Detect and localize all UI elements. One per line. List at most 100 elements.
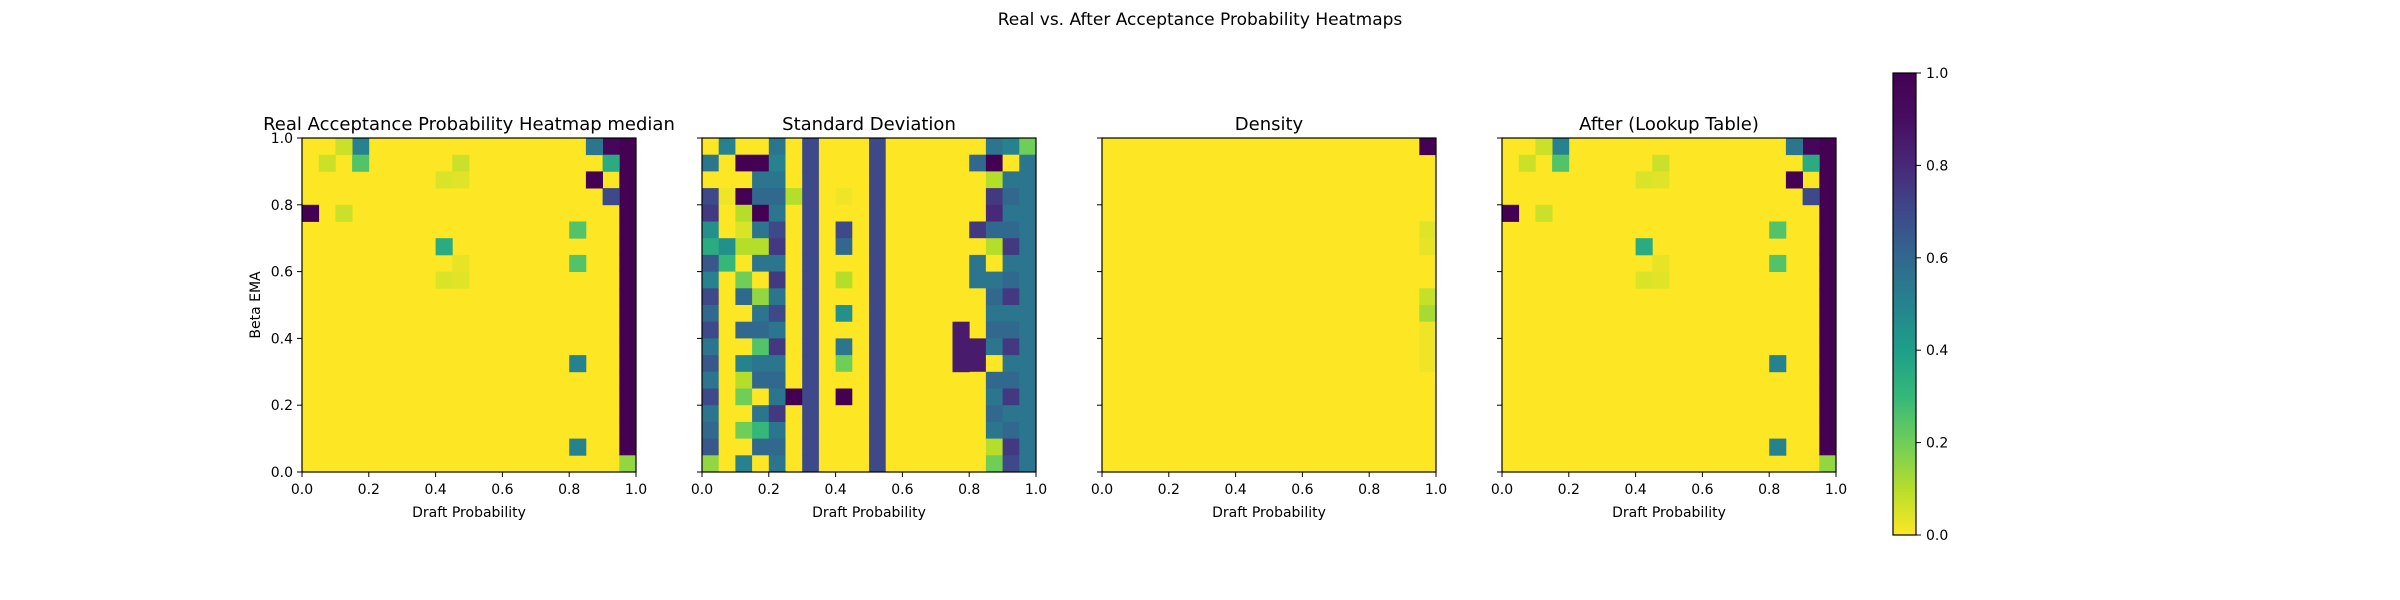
heatmap-cell (835, 388, 853, 406)
heatmap-cell (785, 288, 803, 306)
heatmap-cell (702, 188, 720, 206)
heatmap-cell (802, 388, 820, 406)
heatmap-cell (969, 204, 987, 222)
heatmap-cell (718, 154, 736, 172)
heatmap-cell (768, 355, 786, 373)
heatmap-background (302, 138, 636, 472)
heatmap-cell (1419, 238, 1437, 256)
heatmap-cell (1019, 171, 1037, 189)
heatmap-cell (969, 388, 987, 406)
heatmap-cell (768, 438, 786, 456)
heatmap-cell (1019, 355, 1037, 373)
heatmap-cell (1019, 288, 1037, 306)
heatmap-cell (1002, 405, 1020, 423)
heatmap-cell (702, 271, 720, 289)
heatmap-cell (1019, 188, 1037, 206)
heatmap-cell (785, 254, 803, 272)
heatmap-cell (619, 254, 637, 272)
heatmap-cell (768, 254, 786, 272)
heatmap-cell (785, 238, 803, 256)
x-tick-label: 0.0 (1091, 482, 1113, 498)
heatmap-cell (969, 405, 987, 423)
heatmap-cell (802, 288, 820, 306)
heatmap-cell (818, 371, 836, 389)
heatmap-cell (835, 355, 853, 373)
heatmap-cell (952, 338, 970, 356)
heatmap-cell (985, 188, 1003, 206)
heatmap-cell (718, 238, 736, 256)
heatmap-cell (869, 138, 887, 156)
axes-frame (1501, 137, 1837, 473)
y-tick-label: 0.4 (271, 331, 293, 347)
heatmap-cell (1785, 138, 1803, 156)
heatmap-cell (352, 154, 370, 172)
heatmap-cell (785, 221, 803, 239)
heatmap-panel-1: Real Acceptance Probability Heatmap medi… (248, 114, 675, 521)
heatmap-cell (985, 355, 1003, 373)
heatmap-cell (985, 455, 1003, 473)
heatmap-cell (969, 221, 987, 239)
heatmap-cell (985, 238, 1003, 256)
heatmap-cell (885, 321, 903, 339)
heatmap-cell (1002, 271, 1020, 289)
heatmap-cell (1635, 271, 1653, 289)
x-tick-label: 0.8 (1758, 482, 1780, 498)
heatmap-cell (1819, 321, 1837, 339)
heatmap-cell (752, 271, 770, 289)
heatmap-cell (1819, 355, 1837, 373)
heatmap-cell (752, 238, 770, 256)
heatmap-cell (802, 438, 820, 456)
heatmap-cell (869, 421, 887, 439)
heatmap-cell (1518, 154, 1536, 172)
heatmap-panel-4: After (Lookup Table) 0.0 0.2 0.4 0.6 0.8 1.0 Dr… (1491, 114, 1847, 521)
heatmap-cell (852, 388, 870, 406)
heatmap-cells (1419, 138, 1437, 373)
heatmap-cell (818, 138, 836, 156)
heatmap-cell (885, 188, 903, 206)
heatmap-cell (1819, 221, 1837, 239)
x-tick-label: 0.4 (1224, 482, 1246, 498)
heatmap-cell (1019, 438, 1037, 456)
heatmap-cell (735, 254, 753, 272)
heatmap-cell (818, 421, 836, 439)
heatmap-cell (969, 305, 987, 323)
heatmap-cells (1502, 138, 1837, 473)
heatmap-cell (869, 221, 887, 239)
heatmap-cell (818, 388, 836, 406)
heatmap-cell (768, 154, 786, 172)
heatmap-cell (852, 421, 870, 439)
heatmap-cell (802, 271, 820, 289)
heatmap-cell (869, 288, 887, 306)
x-tick-label: 0.2 (1558, 482, 1580, 498)
heatmap-cell (1819, 338, 1837, 356)
heatmap-cell (818, 305, 836, 323)
heatmap-cell (835, 188, 853, 206)
heatmap-cell (869, 271, 887, 289)
heatmap-cell (735, 138, 753, 156)
heatmap-cell (1502, 204, 1520, 222)
heatmap-cell (1019, 238, 1037, 256)
x-tick-label: 0.8 (558, 482, 580, 498)
axes-frame (701, 137, 1037, 473)
heatmap-background (1102, 138, 1436, 472)
heatmap-cell (785, 188, 803, 206)
heatmap-cell (969, 271, 987, 289)
heatmap-cell (985, 204, 1003, 222)
heatmap-cell (835, 438, 853, 456)
heatmap-cell (1819, 171, 1837, 189)
heatmap-cell (852, 321, 870, 339)
heatmap-cell (969, 438, 987, 456)
heatmap-cell (768, 204, 786, 222)
heatmap-cells (702, 138, 1037, 473)
x-tick-label: 1.0 (1425, 482, 1447, 498)
heatmap-cell (1019, 405, 1037, 423)
heatmap-cell (1819, 138, 1837, 156)
heatmap-cell (1652, 271, 1670, 289)
heatmap-cell (835, 338, 853, 356)
heatmap-cell (969, 321, 987, 339)
heatmap-cell (969, 254, 987, 272)
heatmap-cell (985, 138, 1003, 156)
heatmap-cell (569, 438, 587, 456)
heatmap-cell (702, 321, 720, 339)
heatmap-cell (869, 204, 887, 222)
